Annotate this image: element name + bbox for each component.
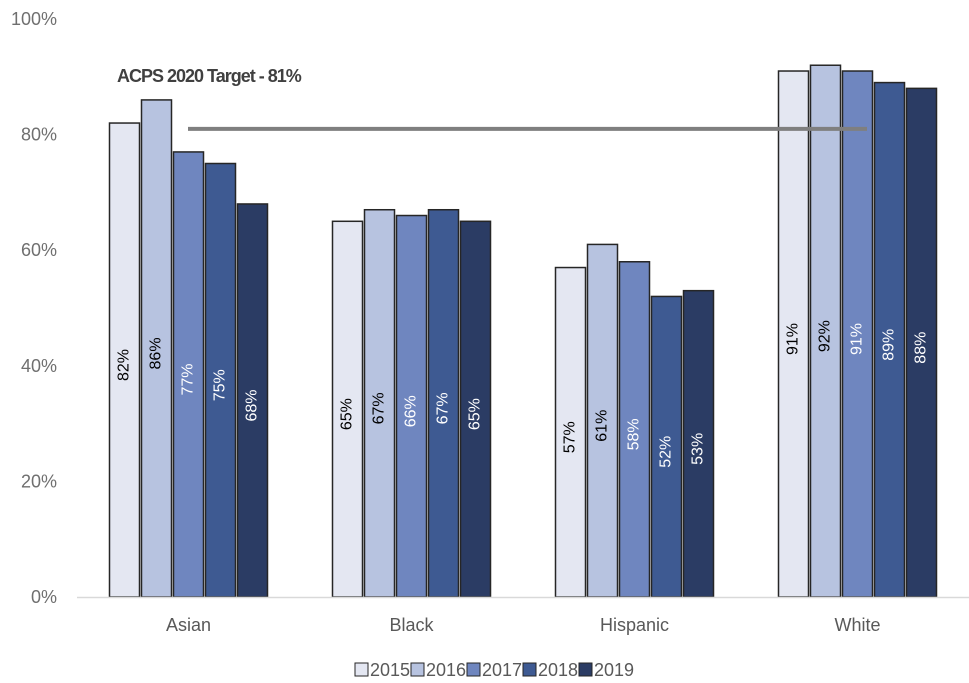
legend-swatch-2018 — [522, 662, 537, 677]
data-labels: 82% 65% 57% 91% 86% 67% 61% 92% 77% 66% 58% 91% 75% 6… — [116, 320, 930, 468]
bar-white-2019 — [905, 87, 938, 598]
bar-white-2017 — [841, 70, 874, 598]
y-tick-label: 0% — [31, 587, 57, 607]
data-label: 82% — [116, 349, 133, 381]
data-label: 65% — [467, 398, 484, 430]
legend-swatch-2019 — [578, 662, 593, 677]
category-label: Hispanic — [600, 615, 669, 635]
legend-swatch-2015 — [354, 662, 369, 677]
bar-asian-2015 — [108, 122, 141, 598]
data-label: 89% — [881, 329, 898, 361]
y-axis: 0% 20% 40% 60% 80% 100% — [11, 9, 57, 607]
legend-swatch-2016 — [410, 662, 425, 677]
bar-hispanic-2019 — [682, 289, 715, 598]
target-group: ACPS 2020 Target - 81% — [117, 66, 867, 131]
data-label: 57% — [562, 421, 579, 453]
category-label: White — [834, 615, 880, 635]
y-tick-label: 60% — [21, 240, 57, 260]
bar-black-2019 — [459, 220, 492, 598]
data-label: 92% — [817, 320, 834, 352]
data-label: 77% — [180, 363, 197, 395]
data-label: 88% — [913, 332, 930, 364]
legend-label: 2015 — [370, 660, 410, 680]
legend-label: 2018 — [538, 660, 578, 680]
legend-label: 2016 — [426, 660, 466, 680]
data-label: 67% — [371, 392, 388, 424]
data-label: 91% — [785, 323, 802, 355]
legend: 2015 2016 2017 2018 2019 — [354, 660, 634, 680]
data-label: 86% — [148, 337, 165, 369]
legend-label: 2019 — [594, 660, 634, 680]
target-label: ACPS 2020 Target - 81% — [117, 66, 302, 86]
bar-asian-2019 — [236, 203, 269, 598]
data-label: 91% — [849, 323, 866, 355]
data-label: 53% — [690, 433, 707, 465]
y-tick-label: 20% — [21, 471, 57, 491]
bar-black-2015 — [331, 220, 364, 598]
legend-swatch-2017 — [466, 662, 481, 677]
bar-white-2018 — [873, 81, 906, 598]
data-label: 67% — [435, 392, 452, 424]
category-label: Asian — [166, 615, 211, 635]
category-label: Black — [389, 615, 434, 635]
bar-white-2016 — [809, 64, 842, 598]
y-tick-label: 80% — [21, 125, 57, 145]
bar-black-2018 — [427, 208, 460, 598]
legend-label: 2017 — [482, 660, 522, 680]
category-labels: Asian Black Hispanic White — [166, 615, 881, 635]
bar-black-2017 — [395, 214, 428, 598]
data-label: 65% — [339, 398, 356, 430]
data-label: 66% — [403, 395, 420, 427]
bars — [108, 64, 938, 598]
data-label: 75% — [212, 369, 229, 401]
data-label: 58% — [626, 418, 643, 450]
bar-black-2016 — [363, 208, 396, 598]
data-label: 61% — [594, 410, 611, 442]
bar-white-2015 — [777, 70, 810, 598]
bar-hispanic-2017 — [618, 261, 651, 598]
y-tick-label: 40% — [21, 356, 57, 376]
data-label: 68% — [244, 389, 261, 421]
y-tick-label: 100% — [11, 9, 57, 29]
data-label: 52% — [658, 436, 675, 468]
